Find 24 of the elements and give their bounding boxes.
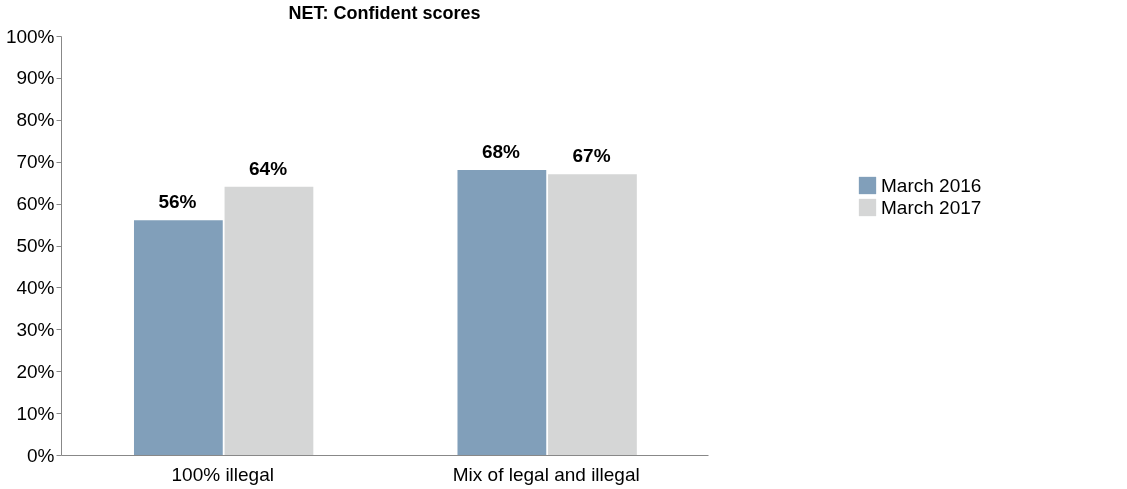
- data-label: 56%: [158, 191, 197, 213]
- y-tick-label: 60%: [16, 193, 55, 215]
- bar: [548, 174, 637, 455]
- y-tick-label: 30%: [16, 318, 55, 340]
- x-tick-label: Mix of legal and illegal: [452, 463, 640, 485]
- y-tick-label: 10%: [16, 402, 55, 424]
- chart-title: NET: Confident scores: [288, 3, 481, 23]
- y-tick-label: 20%: [16, 360, 55, 382]
- data-label: 64%: [249, 157, 288, 179]
- y-tick-label: 70%: [16, 151, 55, 173]
- legend-label: March 2016: [881, 174, 982, 196]
- x-tick-label: 100% illegal: [171, 463, 274, 485]
- y-tick-label: 50%: [16, 235, 55, 256]
- y-tick-label: 90%: [16, 67, 55, 89]
- legend-label: March 2017: [881, 196, 982, 218]
- data-label: 67%: [572, 145, 611, 167]
- bar: [133, 220, 223, 455]
- bar: [224, 186, 314, 455]
- y-tick-label: 100%: [5, 25, 55, 47]
- bar: [457, 170, 547, 455]
- data-label: 68%: [481, 141, 521, 163]
- y-tick-label: 0%: [27, 444, 55, 466]
- y-tick-label: 40%: [16, 276, 55, 298]
- y-tick-label: 80%: [16, 109, 55, 131]
